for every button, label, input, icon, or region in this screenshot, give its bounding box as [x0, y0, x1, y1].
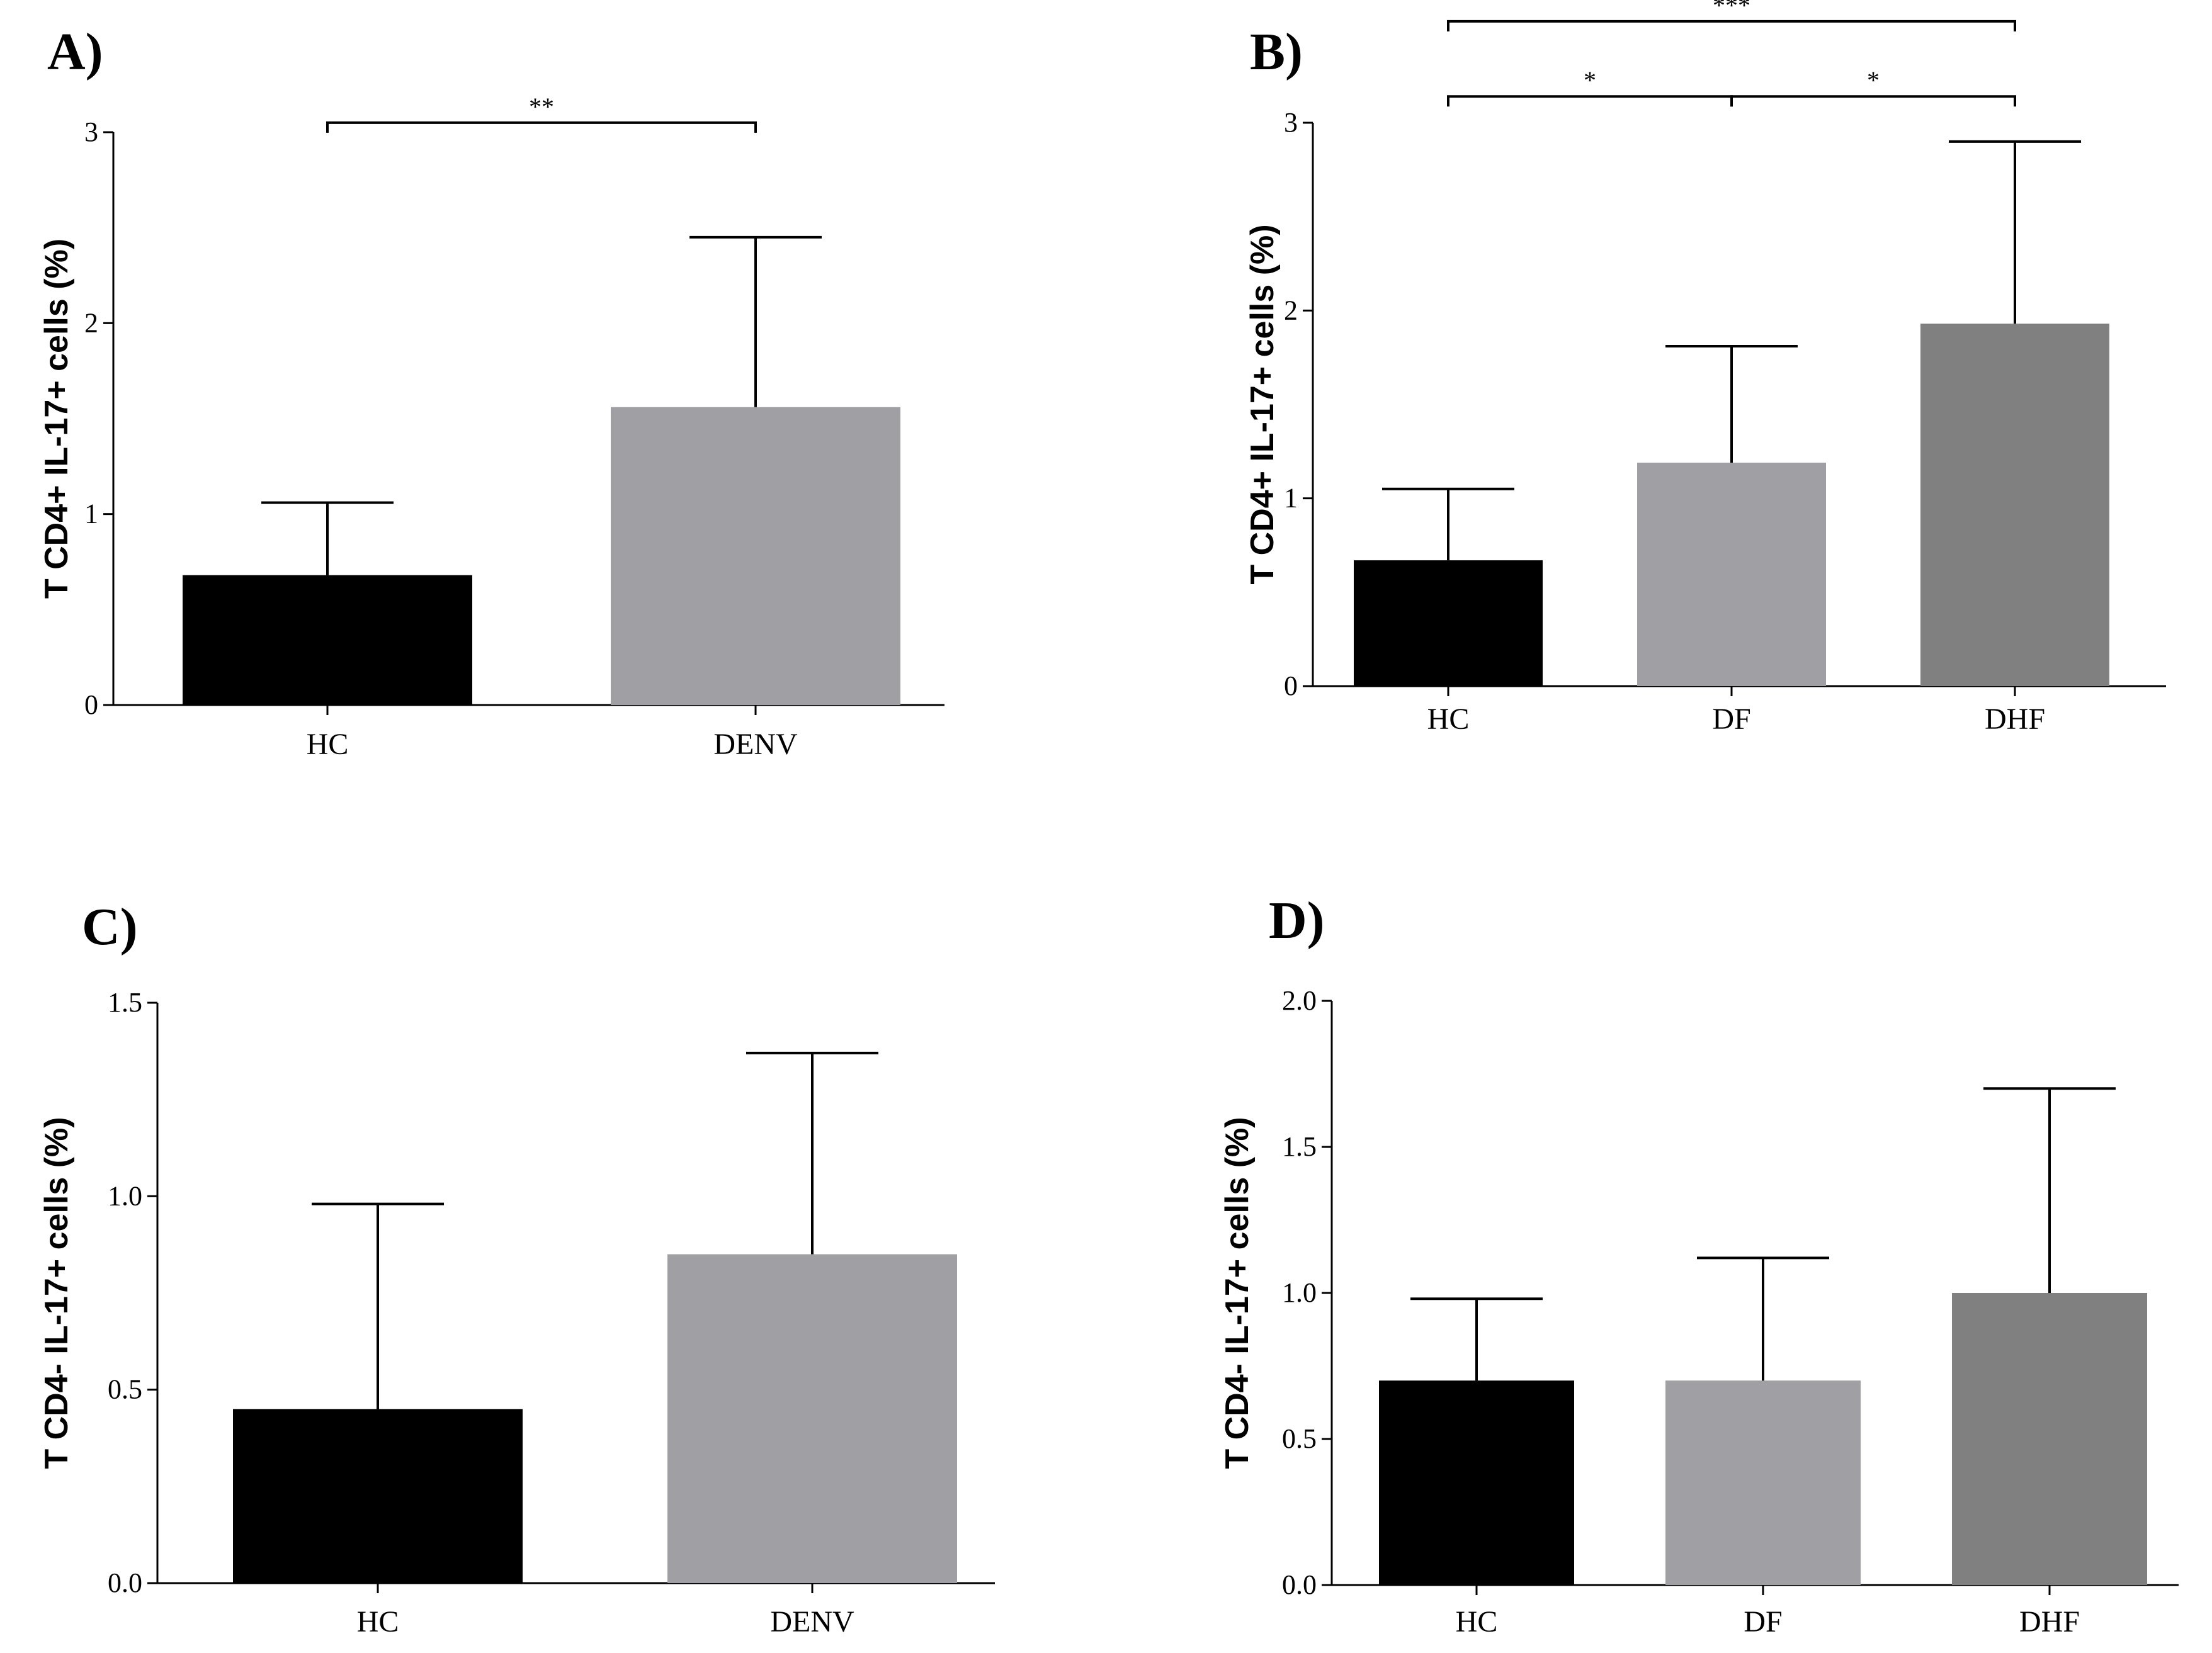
significance-bracket: [1447, 95, 1733, 107]
panel-a: A) T CD4+ IL-17+ cells (%) 0 1 2 3 HC DENV **: [38, 23, 944, 761]
category-label: DF: [1712, 702, 1750, 736]
panel-label: D): [1269, 891, 1325, 950]
category-label: HC: [1456, 1605, 1498, 1639]
y-tick-label: 1.0: [1282, 1277, 1317, 1308]
y-axis-label: T CD4- IL-17+ cells (%): [38, 1117, 75, 1469]
bar-hc: [1354, 560, 1543, 686]
y-axis-label: T CD4+ IL-17+ cells (%): [38, 239, 75, 599]
bar-hc: [233, 1409, 523, 1583]
y-tick-label: 1.0: [108, 1180, 142, 1211]
y-tick-label: 1.5: [1282, 1131, 1317, 1162]
category-label: HC: [357, 1605, 399, 1639]
y-tick-label: 1: [1284, 483, 1298, 514]
y-tick-label: 0.0: [1282, 1569, 1317, 1600]
panel-label: A): [47, 23, 103, 81]
y-tick-label: 3: [84, 116, 98, 147]
bar-dhf: [1920, 324, 2109, 686]
category-label: HC: [1427, 702, 1470, 736]
bar-denv: [667, 1254, 957, 1583]
y-tick-label: 0: [1284, 670, 1298, 701]
y-tick-label: 1.5: [108, 987, 142, 1018]
y-tick-label: 1: [84, 499, 98, 529]
y-tick-label: 3: [1284, 107, 1298, 138]
y-tick-label: 2: [1284, 295, 1298, 325]
category-label: DHF: [1985, 702, 2045, 736]
y-tick-label: 0.5: [1282, 1423, 1317, 1454]
y-axis-label: T CD4- IL-17+ cells (%): [1219, 1117, 1256, 1469]
panel-label: C): [82, 898, 138, 956]
bar-df: [1665, 1380, 1861, 1585]
category-label: DHF: [2019, 1605, 2080, 1639]
category-label: DF: [1744, 1605, 1782, 1639]
bar-hc: [1379, 1380, 1574, 1585]
category-label: DENV: [770, 1605, 854, 1639]
category-label: HC: [307, 728, 349, 761]
y-tick-label: 2: [84, 307, 98, 338]
y-tick-label: 0: [84, 689, 98, 720]
panel-d: D) T CD4- IL-17+ cells (%) 0.0 0.5 1.0 1.5 2.0…: [1219, 891, 2179, 1639]
y-axis-label: T CD4+ IL-17+ cells (%): [1244, 224, 1281, 584]
significance-bracket: [1447, 20, 2016, 31]
y-tick-label: 0.5: [108, 1374, 142, 1405]
significance-label: *: [1584, 66, 1596, 94]
significance-label: ***: [1713, 0, 1750, 20]
bar-denv: [611, 407, 900, 705]
panel-label: B): [1250, 23, 1303, 81]
y-tick-label: 2.0: [1282, 985, 1317, 1016]
bar-dhf: [1952, 1293, 2147, 1585]
significance-bracket: [1730, 95, 2016, 107]
significance-label: **: [529, 93, 554, 121]
significance-label: *: [1867, 66, 1880, 94]
y-tick-label: 0.0: [108, 1567, 142, 1598]
panel-c: C) T CD4- IL-17+ cells (%) 0.0 0.5 1.0 1.5 HC D…: [38, 898, 995, 1639]
significance-bracket: [326, 121, 757, 133]
bar-df: [1637, 462, 1826, 686]
bar-hc: [183, 575, 472, 705]
category-label: DENV: [713, 728, 798, 761]
